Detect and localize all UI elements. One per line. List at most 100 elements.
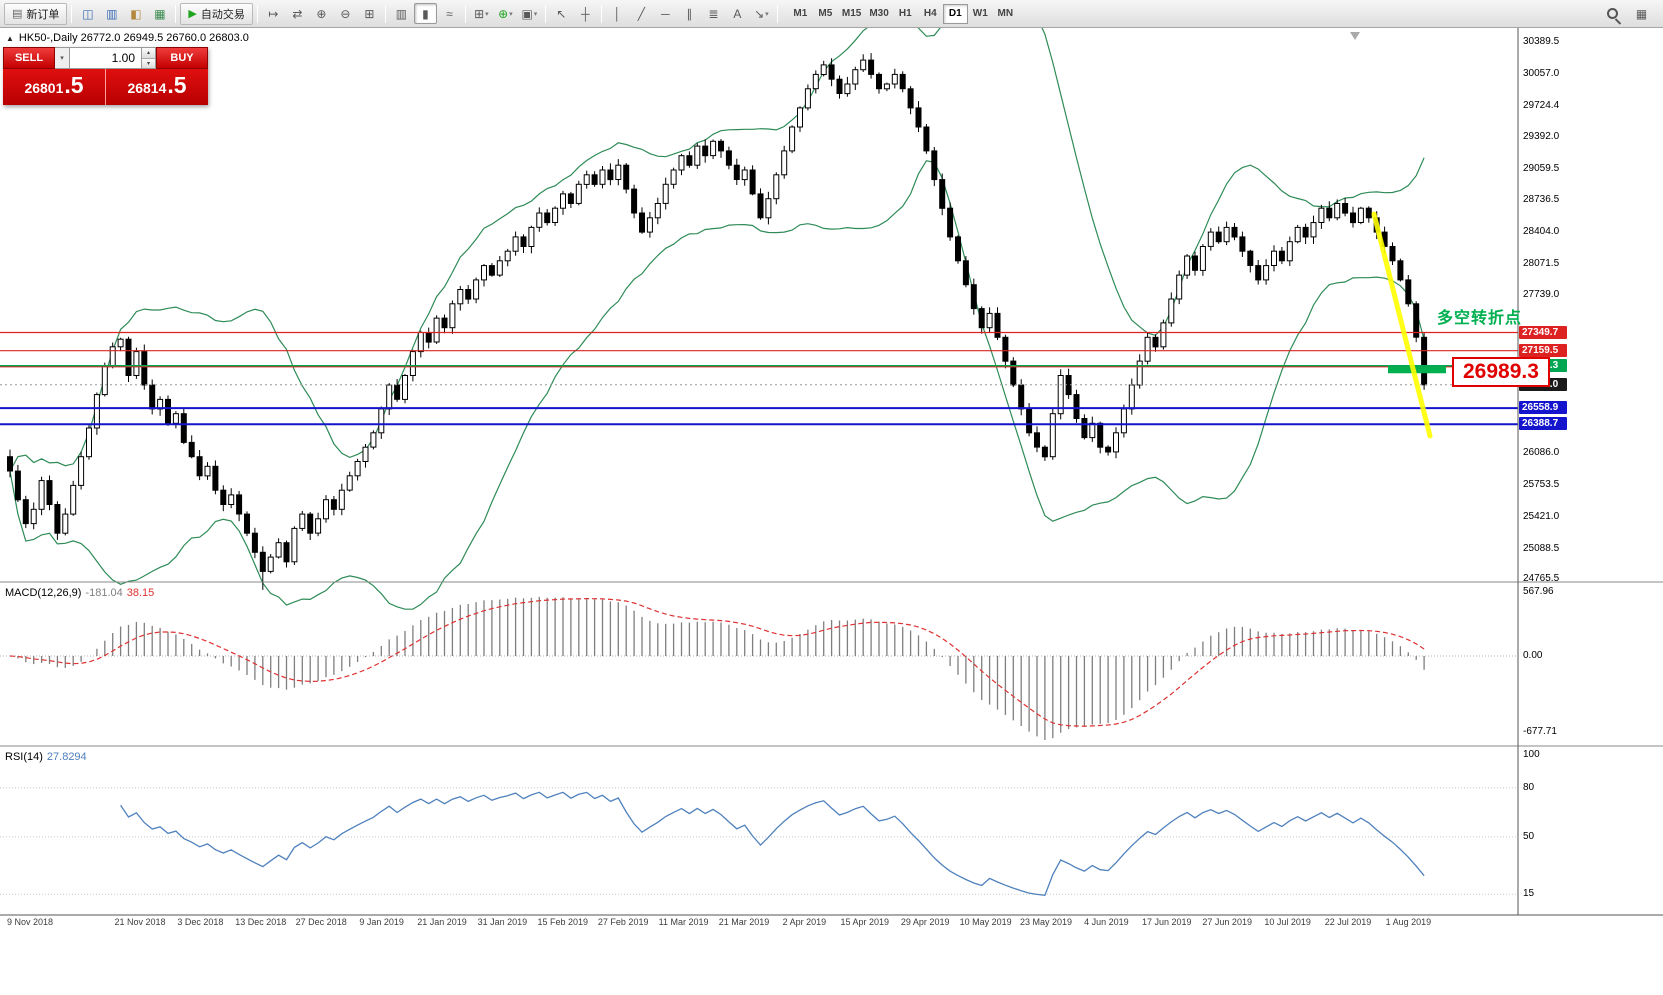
- autotrading-button-label: 自动交易: [200, 8, 245, 21]
- time-axis-label: 10 Jul 2019: [1264, 917, 1311, 927]
- timeframe-w1-button[interactable]: W1: [972, 8, 988, 19]
- price-chart-canvas[interactable]: [0, 28, 1663, 995]
- navigator-icon-glyph: ◧: [130, 6, 142, 21]
- zoom-in-icon[interactable]: ⊕: [310, 3, 333, 24]
- terminal-icon[interactable]: ▦: [148, 3, 171, 24]
- line-chart-icon[interactable]: ≈: [438, 3, 461, 24]
- data-window-icon[interactable]: ▥: [100, 3, 123, 24]
- toolbar-separator: [256, 4, 258, 23]
- lot-spinner[interactable]: ▴ ▾: [142, 47, 156, 69]
- crosshair-icon[interactable]: ┼: [574, 3, 597, 24]
- bar-shift-icon[interactable]: ↦: [262, 3, 285, 24]
- buy-button[interactable]: BUY: [156, 47, 208, 69]
- horizontal-line-icon-glyph: ─: [661, 6, 670, 21]
- search-icon[interactable]: [1601, 3, 1624, 24]
- text-icon[interactable]: A: [726, 3, 749, 24]
- time-axis-label: 23 May 2019: [1019, 917, 1073, 927]
- price-axis-tick: 29059.5: [1523, 163, 1560, 175]
- price-callout[interactable]: 26989.3: [1452, 357, 1550, 387]
- lot-input[interactable]: 1.00: [70, 47, 142, 69]
- rsi-axis-tick: 50: [1523, 830, 1535, 842]
- toolbar-separator: [464, 4, 466, 23]
- price-axis-tick: 27739.0: [1523, 289, 1560, 301]
- timeframe-h1-button[interactable]: H1: [898, 8, 912, 19]
- symbol-ohlc-line: ▲ HK50-,Daily 26772.0 26949.5 26760.0 26…: [6, 32, 249, 44]
- time-axis-label: 15 Apr 2019: [840, 917, 890, 927]
- market-watch-icon[interactable]: ◫: [76, 3, 99, 24]
- time-axis-label: 13 Dec 2018: [235, 917, 287, 927]
- toolbar-separator: [776, 4, 778, 23]
- new-order-button[interactable]: ▤ 新订单: [4, 2, 68, 25]
- sell-price[interactable]: 26801.5: [3, 69, 105, 105]
- lot-increase-icon[interactable]: ▴: [142, 48, 155, 58]
- trendline-icon-glyph: ╱: [637, 6, 645, 21]
- navigator-icon[interactable]: ◧: [124, 3, 147, 24]
- timeframe-mn-button[interactable]: MN: [997, 8, 1014, 19]
- buy-price[interactable]: 26814.5: [105, 69, 208, 105]
- time-axis-label: 11 Mar 2019: [658, 917, 709, 927]
- time-axis-label: 2 Apr 2019: [782, 917, 827, 927]
- timeframe-d1-button[interactable]: D1: [942, 3, 968, 24]
- trendline-icon[interactable]: ╱: [630, 3, 653, 24]
- symbol-ohlc-text: HK50-,Daily 26772.0 26949.5 26760.0 2680…: [18, 32, 249, 44]
- fibonacci-icon[interactable]: ≣: [702, 3, 725, 24]
- chart-template-icon[interactable]: ▣ ▾: [518, 3, 541, 24]
- channel-icon[interactable]: ∥: [678, 3, 701, 24]
- auto-scroll-icon[interactable]: ⇄: [286, 3, 309, 24]
- tile-windows-icon[interactable]: ⊞: [358, 3, 381, 24]
- time-axis-label: 31 Jan 2019: [477, 917, 528, 927]
- data-window-icon-glyph: ▥: [106, 6, 118, 21]
- lot-decrease-icon[interactable]: ▾: [142, 57, 155, 68]
- chart-template-icon-caret: ▾: [533, 10, 538, 18]
- toolbar-left-group: ▤ 新订单 ◫ ▥ ◧ ▦ ▶ 自动交易 ↦ ⇄ ⊕ ⊖ ⊞ ▥ ▮ ≈ ⊞ ▾ ⊕ ▾ ▣ ▾ ↖ ┼ │ ╱ ─ ∥ ≣ A ↘ ▾ M1 M…: [4, 2, 1018, 25]
- vertical-line-icon[interactable]: │: [606, 3, 629, 24]
- rsi-axis-tick: 15: [1523, 888, 1535, 900]
- time-axis-label: 22 Jul 2019: [1324, 917, 1372, 927]
- sell-button[interactable]: SELL: [3, 47, 55, 69]
- timeframe-m30-button[interactable]: M30: [869, 8, 889, 19]
- time-axis-label: 27 Feb 2019: [597, 917, 649, 927]
- price-scale[interactable]: 30389.5 30057.0 29724.4 29392.0 29059.5 28736…: [1518, 28, 1663, 915]
- price-axis-tick: 25421.0: [1523, 510, 1560, 522]
- zoom-out-icon-glyph: ⊖: [340, 6, 351, 21]
- fibonacci-icon-glyph: ≣: [708, 6, 719, 21]
- macd-signal-value: 38.15: [126, 587, 155, 599]
- price-level-badge: 26388.7: [1519, 417, 1567, 431]
- time-axis-label: 27 Dec 2018: [295, 917, 347, 927]
- sell-price-main: 26801: [24, 80, 64, 96]
- print-icon[interactable]: ▦: [1635, 6, 1648, 21]
- time-axis-label: 3 Dec 2018: [177, 917, 224, 927]
- trade-panel-prices-row: 26801.5 26814.5: [3, 69, 208, 105]
- price-level-badge: 27349.7: [1519, 325, 1567, 339]
- horizontal-line-icon[interactable]: ─: [654, 3, 677, 24]
- price-axis-tick: 28071.5: [1523, 257, 1560, 269]
- zoom-out-icon[interactable]: ⊖: [334, 3, 357, 24]
- timeframe-m15-button[interactable]: M15: [841, 8, 862, 19]
- bars-chart-icon-glyph: ▥: [395, 6, 408, 21]
- toolbar: ▤ 新订单 ◫ ▥ ◧ ▦ ▶ 自动交易 ↦ ⇄ ⊕ ⊖ ⊞ ▥ ▮ ≈ ⊞ ▾ ⊕ ▾ ▣ ▾ ↖ ┼ │ ╱ ─ ∥ ≣ A ↘ ▾ M1 M…: [0, 0, 1663, 28]
- buy-price-pips: .5: [167, 72, 187, 98]
- macd-main-value: -181.04: [85, 587, 123, 599]
- rsi-value: 27.8294: [46, 751, 87, 763]
- new-chart-icon[interactable]: ⊞ ▾: [470, 3, 493, 24]
- time-axis[interactable]: 9 Nov 2018 21 Nov 2018 3 Dec 2018 13 Dec 20…: [0, 917, 1518, 935]
- price-axis-tick: 30057.0: [1523, 67, 1560, 79]
- candles-chart-icon[interactable]: ▮: [413, 3, 437, 24]
- timeframe-m1-button[interactable]: M1: [793, 8, 808, 19]
- arrows-icon-caret: ▾: [765, 10, 769, 18]
- one-click-panel-toggle-icon[interactable]: ▲: [6, 33, 14, 43]
- indicators-icon[interactable]: ⊕ ▾: [494, 3, 517, 24]
- lot-dropdown-button[interactable]: ▾: [55, 47, 70, 69]
- price-axis-tick: 30389.5: [1523, 35, 1560, 47]
- bars-chart-icon[interactable]: ▥: [390, 3, 413, 24]
- chart-template-icon-glyph: ▣: [521, 6, 533, 21]
- timeframe-h4-button[interactable]: H4: [923, 8, 937, 19]
- time-axis-label: 21 Nov 2018: [114, 917, 166, 927]
- arrows-icon[interactable]: ↘ ▾: [750, 3, 773, 24]
- autotrading-button[interactable]: ▶ 自动交易: [180, 2, 253, 25]
- rsi-axis-tick: 80: [1523, 781, 1535, 793]
- timeframe-m5-button[interactable]: M5: [818, 8, 833, 19]
- toolbar-separator: [175, 4, 177, 23]
- time-axis-label: 15 Feb 2019: [537, 917, 589, 927]
- cursor-icon[interactable]: ↖: [550, 3, 573, 24]
